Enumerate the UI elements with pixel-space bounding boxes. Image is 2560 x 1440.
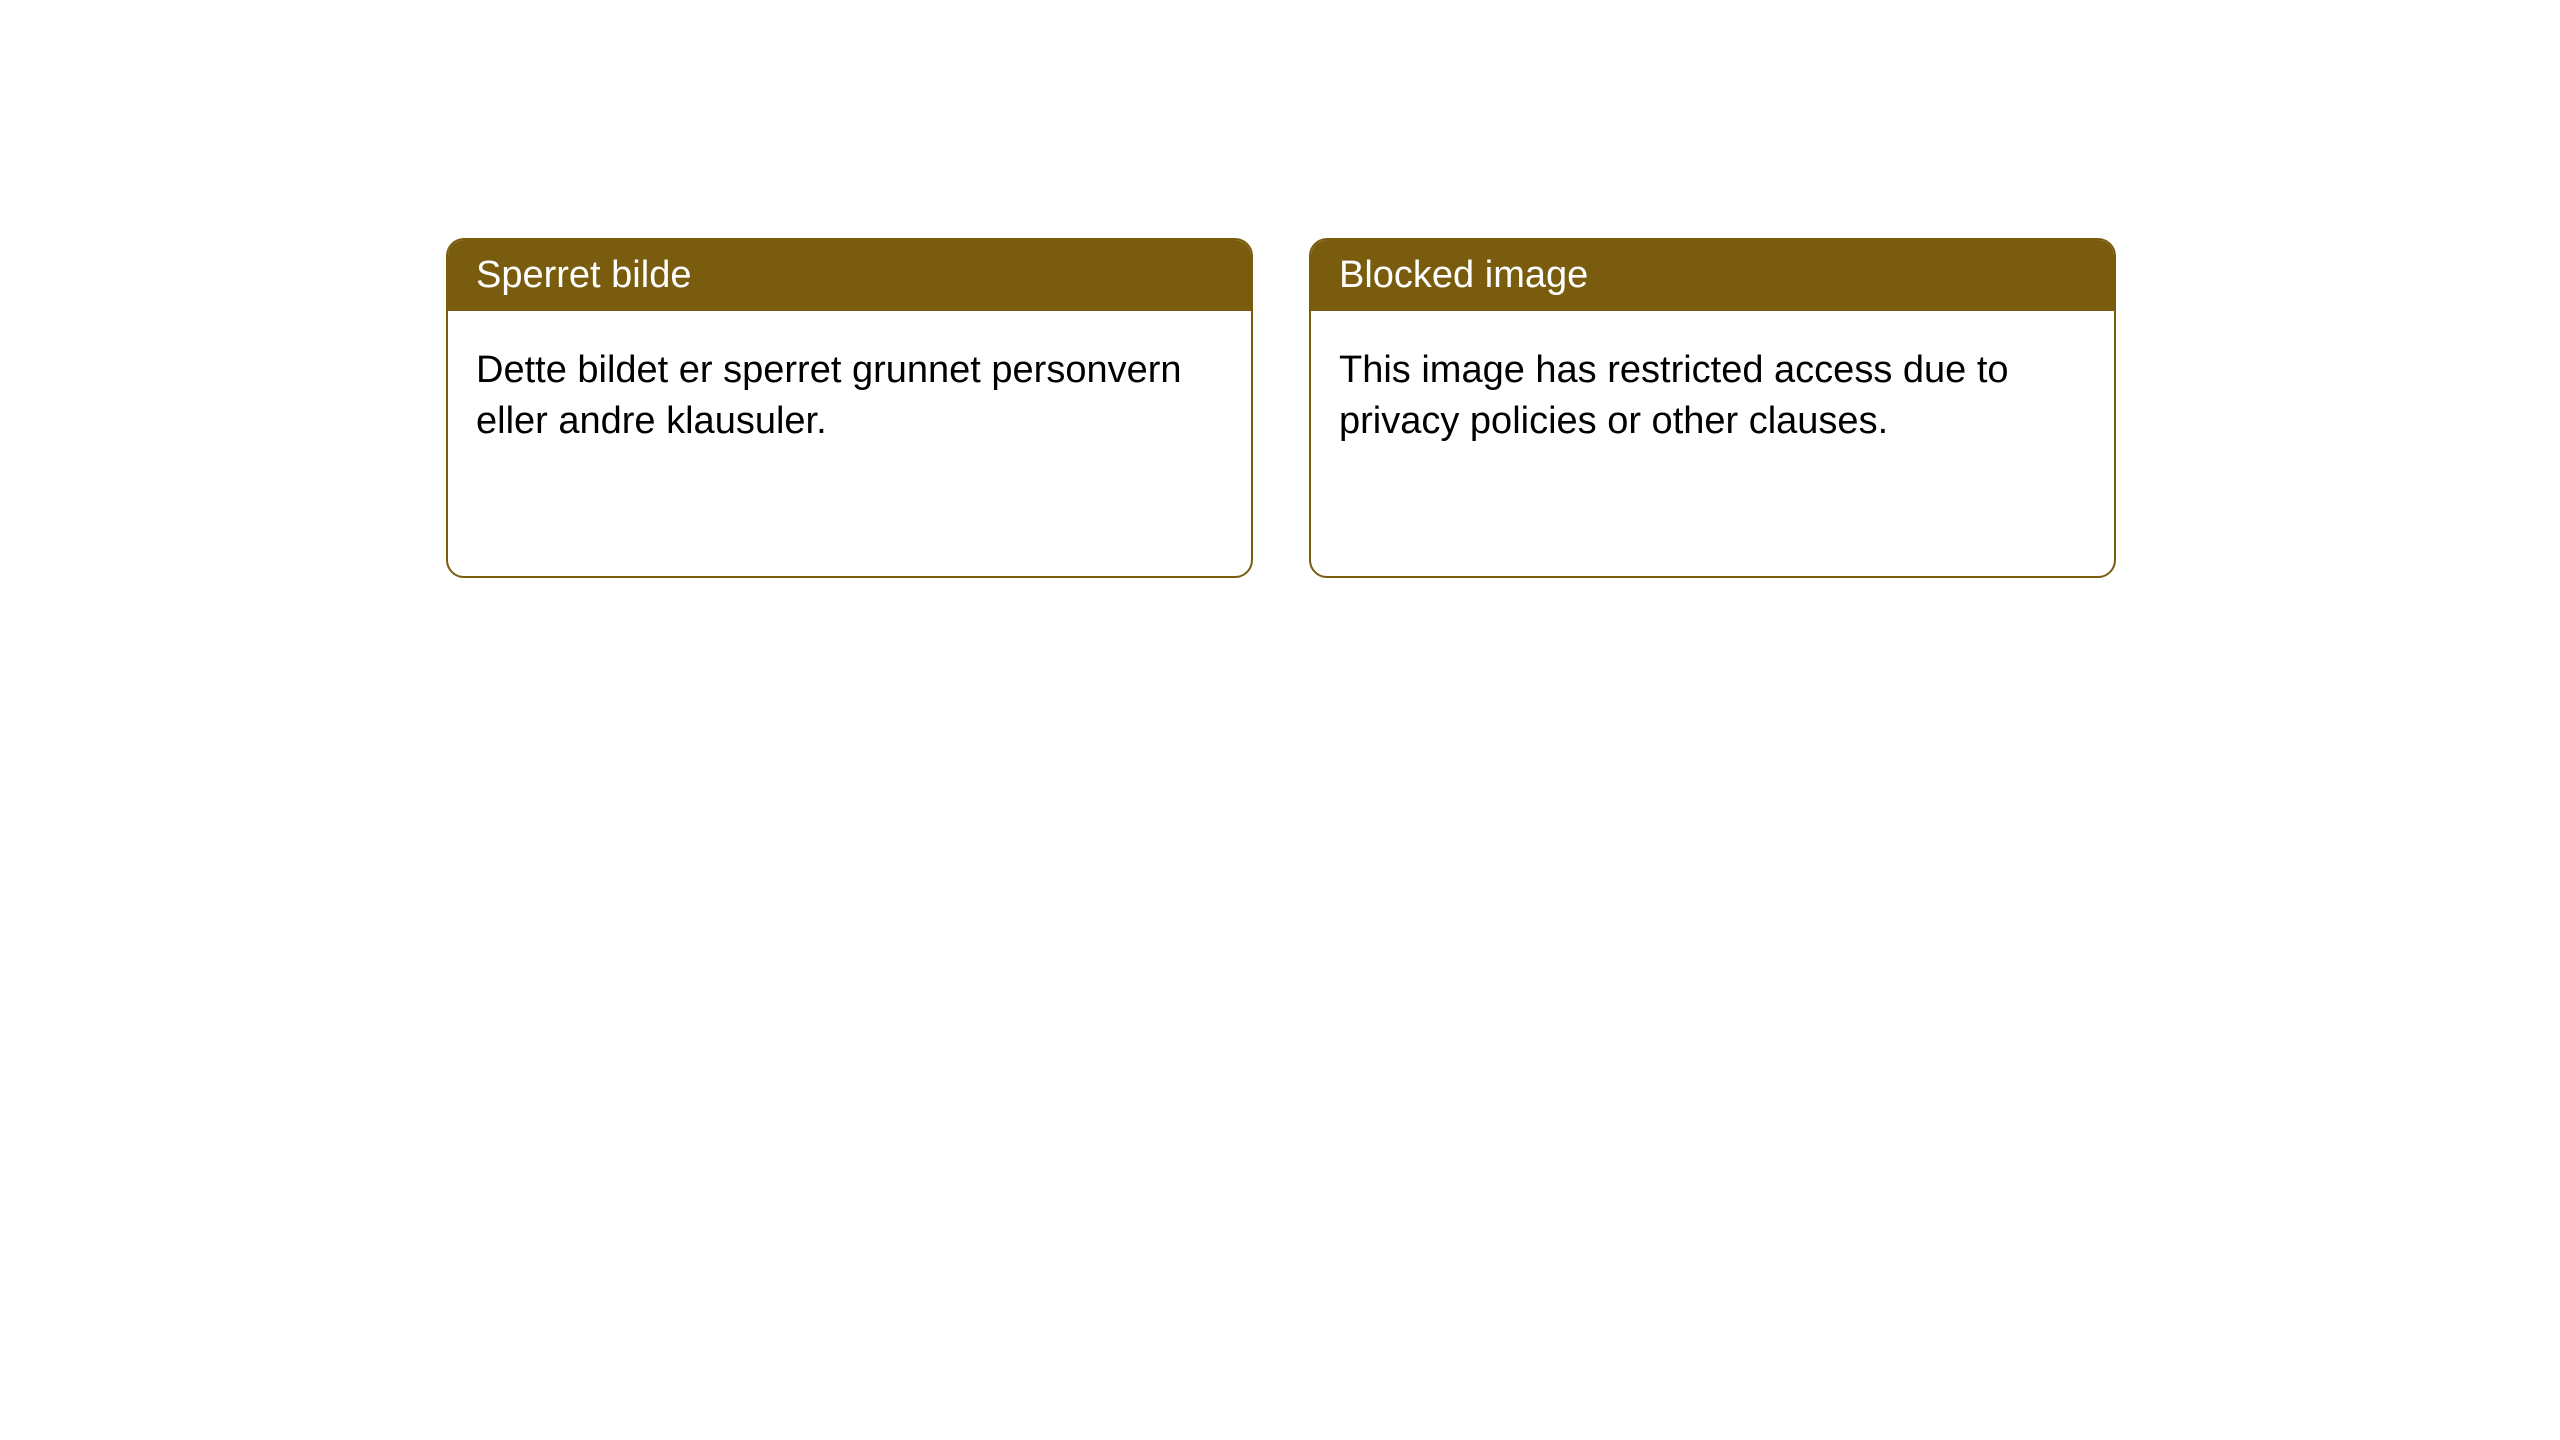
card-title: Blocked image <box>1311 240 2114 311</box>
card-body: This image has restricted access due to … <box>1311 311 2114 482</box>
notice-card-norwegian: Sperret bilde Dette bildet er sperret gr… <box>446 238 1253 578</box>
card-title: Sperret bilde <box>448 240 1251 311</box>
card-body: Dette bildet er sperret grunnet personve… <box>448 311 1251 482</box>
notice-container: Sperret bilde Dette bildet er sperret gr… <box>0 0 2560 578</box>
notice-card-english: Blocked image This image has restricted … <box>1309 238 2116 578</box>
